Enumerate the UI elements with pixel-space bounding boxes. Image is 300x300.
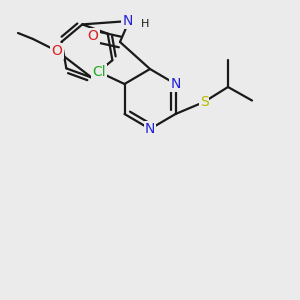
Text: N: N: [145, 122, 155, 136]
Text: O: O: [88, 29, 98, 43]
Text: S: S: [200, 95, 208, 109]
Text: N: N: [122, 14, 133, 28]
Text: N: N: [170, 77, 181, 91]
Text: Cl: Cl: [92, 65, 106, 79]
Text: O: O: [52, 44, 62, 58]
Text: H: H: [140, 19, 149, 29]
